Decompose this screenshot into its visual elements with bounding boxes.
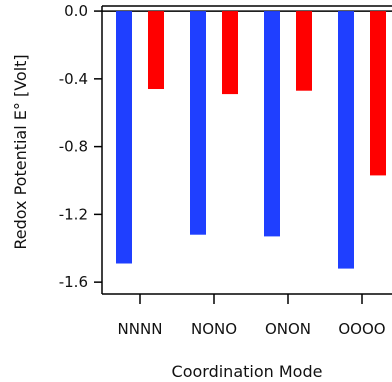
x-axis: NNNN NONO ONON OOOO — [102, 293, 392, 338]
bar — [222, 11, 238, 95]
y-tick-label: -1.6 — [59, 273, 88, 291]
bar — [370, 11, 386, 176]
bar — [264, 11, 280, 237]
x-axis-title: Coordination Mode — [172, 362, 323, 381]
y-tick-label: -0.8 — [59, 138, 88, 156]
y-axis: 0.0 -0.4 -0.8 -1.2 -1.6 — [59, 2, 103, 294]
bar — [116, 11, 132, 264]
plot-area — [102, 5, 392, 269]
bar — [190, 11, 206, 235]
x-tick-label: OOOO — [338, 320, 385, 338]
y-tick-label: -0.4 — [59, 70, 88, 88]
x-tick-label: NNNN — [118, 320, 163, 338]
x-tick-label: ONON — [265, 320, 311, 338]
y-axis-title: Redox Potential E° [Volt] — [11, 54, 30, 249]
x-tick-label: NONO — [191, 320, 237, 338]
bar — [338, 11, 354, 269]
y-tick-label: -1.2 — [59, 205, 88, 223]
bar — [296, 11, 312, 91]
y-tick-label: 0.0 — [64, 2, 88, 20]
bar — [148, 11, 164, 90]
